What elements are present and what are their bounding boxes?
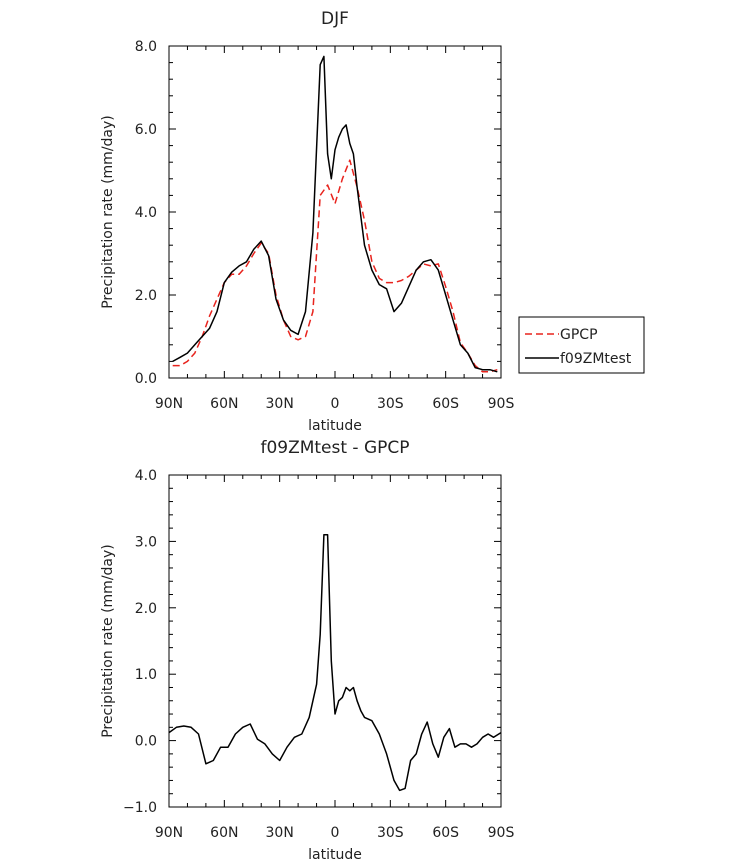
y-tick-label: 4.0 — [135, 205, 157, 221]
y-tick-label: 0.0 — [135, 734, 157, 750]
legend-entry-f09zmtest: f09ZMtest — [560, 351, 632, 367]
x-tick-label: 90S — [488, 825, 515, 841]
x-tick-label: 30S — [377, 825, 404, 841]
difference-title: f09ZMtest - GPCP — [260, 438, 409, 458]
y-tick-label: 4.0 — [135, 468, 157, 484]
plot-frame — [168, 45, 502, 379]
plot-frame — [168, 474, 502, 808]
x-tick-label: 90N — [155, 825, 183, 841]
y-tick-label: 6.0 — [135, 122, 157, 138]
x-tick-label: 60S — [432, 825, 459, 841]
y-tick-label: 0.0 — [135, 371, 157, 387]
x-tick-label: 90S — [488, 396, 515, 412]
x-tick-label: 30N — [266, 396, 294, 412]
y-axis-label: Precipitation rate (mm/day) — [100, 115, 116, 309]
x-axis-label: latitude — [308, 847, 362, 863]
y-tick-label: 2.0 — [135, 288, 157, 304]
y-tick-label: −1.0 — [123, 800, 157, 816]
x-tick-label: 0 — [331, 396, 340, 412]
legend-entry-gpcp: GPCP — [560, 327, 598, 343]
y-tick-label: 1.0 — [135, 667, 157, 683]
x-tick-label: 60S — [432, 396, 459, 412]
x-tick-label: 30N — [266, 825, 294, 841]
x-tick-label: 90N — [155, 396, 183, 412]
x-axis-label: latitude — [308, 418, 362, 434]
series-line-f09zmtest — [172, 55, 498, 373]
series-line-difference — [168, 534, 502, 792]
djf-title: DJF — [321, 9, 349, 29]
series-line-gpcp — [172, 159, 498, 373]
x-tick-label: 60N — [210, 396, 238, 412]
y-tick-label: 2.0 — [135, 601, 157, 617]
djf-precipitation-panel: DJF 90N 60N 30N 0 30S 60S 90S 0.0 2.0 4.0 6.0 8.0 lat… — [100, 9, 514, 434]
x-tick-label: 0 — [331, 825, 340, 841]
y-axis-label: Precipitation rate (mm/day) — [100, 544, 116, 738]
x-tick-label: 60N — [210, 825, 238, 841]
x-tick-label: 30S — [377, 396, 404, 412]
y-tick-label: 3.0 — [135, 534, 157, 550]
legend-box — [518, 316, 645, 374]
legend: GPCP f09ZMtest — [518, 316, 645, 374]
y-tick-label: 8.0 — [135, 39, 157, 55]
difference-panel: f09ZMtest - GPCP 90N 60N 30N 0 30S 60S 90S −1.0 0… — [100, 438, 514, 863]
